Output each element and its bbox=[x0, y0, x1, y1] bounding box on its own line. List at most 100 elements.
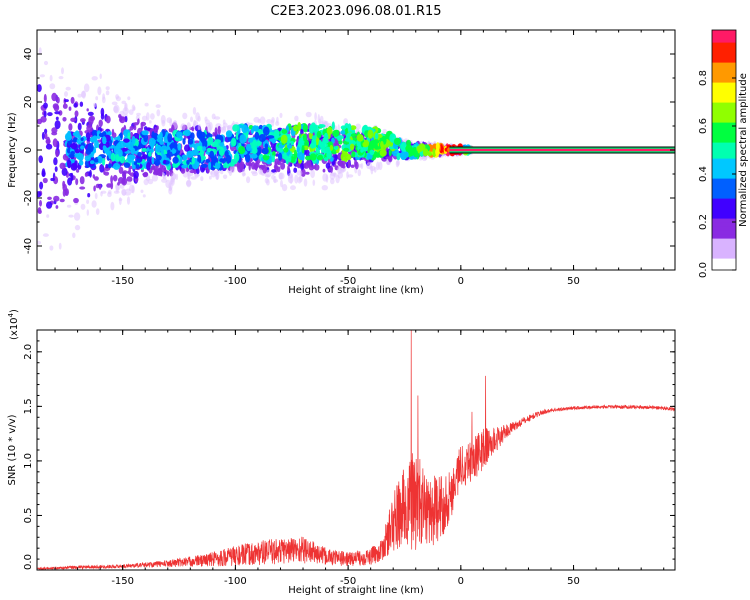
spectrogram-cell bbox=[162, 172, 166, 179]
spectrogram-cell bbox=[70, 117, 77, 123]
spectrogram-cell bbox=[77, 93, 82, 98]
spectrogram-cell bbox=[278, 152, 283, 161]
spectrogram-cell bbox=[42, 177, 48, 184]
snr-series-line bbox=[37, 330, 675, 570]
spectrogram-cell bbox=[228, 162, 235, 167]
spectrogram-cell bbox=[381, 144, 387, 151]
spectrogram-cell bbox=[331, 137, 335, 144]
spectrogram-cell bbox=[127, 170, 130, 174]
spectrogram-cell bbox=[279, 147, 284, 153]
spectrogram-cell bbox=[367, 129, 374, 139]
snr-y-label: SNR (10 * v/v) bbox=[7, 414, 18, 485]
spectrogram-cell bbox=[283, 147, 289, 153]
spectrogram-cell bbox=[274, 158, 281, 165]
colorbar-cell bbox=[712, 98, 736, 103]
spectrogram-cell bbox=[112, 174, 118, 182]
colorbar-cell bbox=[712, 166, 736, 171]
spectrogram-cell bbox=[290, 173, 293, 179]
spectrogram-cell bbox=[137, 118, 140, 124]
snr-multiplier: (x104) bbox=[7, 309, 20, 340]
colorbar-cell bbox=[712, 158, 736, 163]
spectrogram-cell bbox=[118, 114, 122, 119]
spectrogram-cell bbox=[64, 189, 68, 196]
spectrogram-cell bbox=[74, 110, 79, 117]
spectrogram-cell bbox=[197, 124, 201, 131]
spectrogram-cell bbox=[117, 135, 121, 141]
spectrogram-cell bbox=[312, 179, 316, 186]
spectrogram-cell bbox=[209, 150, 215, 159]
spectrogram-cell bbox=[262, 164, 268, 174]
spectrogram-cell bbox=[46, 214, 50, 218]
snr-x-label: Height of straight line (km) bbox=[288, 585, 424, 596]
spectrogram-cell bbox=[105, 115, 111, 124]
spectrogram-cell bbox=[66, 204, 72, 208]
spectrogram-cell bbox=[314, 112, 317, 121]
spectrogram-cell bbox=[334, 154, 338, 159]
spectrogram-cell bbox=[212, 132, 216, 137]
spectrogram-cell bbox=[189, 169, 196, 174]
spectrogram-cell bbox=[435, 142, 440, 151]
colorbar-cell bbox=[712, 130, 736, 135]
spectrogram-cell bbox=[153, 165, 157, 173]
spectrogram-cell bbox=[229, 165, 236, 173]
spectrogram-cell bbox=[121, 177, 128, 186]
spectrogram-cell bbox=[253, 163, 259, 170]
spectrogram-cell bbox=[126, 196, 131, 205]
spectrogram-cell bbox=[248, 137, 254, 143]
spectrogram-cell bbox=[194, 173, 200, 177]
spectrogram-cell bbox=[354, 161, 359, 170]
y-tick-label: 1.5 bbox=[23, 398, 34, 414]
spectrogram-cell bbox=[131, 185, 135, 194]
spectrogram-cell bbox=[252, 139, 258, 149]
spectrogram-cell bbox=[287, 144, 293, 149]
spectrogram-cell bbox=[146, 112, 150, 121]
spectrogram-cell bbox=[41, 170, 46, 177]
spectrogram-cell bbox=[238, 146, 246, 155]
y-tick-label: 1.0 bbox=[23, 453, 34, 469]
spectrogram-cell bbox=[293, 125, 298, 132]
spectrogram-cell bbox=[92, 174, 96, 179]
spectrogram-cell bbox=[224, 150, 229, 157]
spectrogram-cell bbox=[300, 162, 304, 171]
spectrogram-cell bbox=[43, 93, 47, 103]
spectrogram-cell bbox=[349, 143, 355, 150]
spectrogram-cell bbox=[47, 112, 53, 117]
spectrogram-cell bbox=[220, 127, 225, 131]
spectrogram-cell bbox=[155, 154, 162, 161]
spectrogram-cell bbox=[38, 47, 42, 55]
spectrogram-cell bbox=[119, 116, 126, 124]
snr-x-ticks: -150 -100 -50 0 50 bbox=[54, 330, 665, 587]
spectrogram-cell bbox=[170, 179, 174, 185]
colorbar-cell bbox=[712, 138, 736, 143]
spectrogram-cell bbox=[254, 131, 260, 140]
spectrogram-cell bbox=[118, 197, 122, 206]
y-tick-label: -40 bbox=[23, 238, 34, 254]
spectrogram-cell bbox=[167, 149, 171, 154]
y-tick-label: 2.0 bbox=[23, 344, 34, 360]
spectrogram-cell bbox=[105, 164, 109, 169]
colorbar-tick-label: 0.0 bbox=[698, 262, 709, 278]
spectrogram-cell bbox=[37, 240, 41, 245]
colorbar-cell bbox=[712, 30, 736, 35]
spectrogram-cell bbox=[281, 184, 288, 192]
spectrogram-cell bbox=[379, 149, 387, 157]
spectrogram-cell bbox=[49, 74, 53, 82]
spectrogram-cell bbox=[340, 130, 346, 135]
spectrogram-cell bbox=[140, 121, 147, 127]
colorbar-cell bbox=[712, 234, 736, 239]
spectrogram-cell bbox=[140, 189, 144, 193]
spectrogram-cell bbox=[214, 162, 219, 170]
spectrogram-cell bbox=[416, 145, 424, 153]
spectrogram-cell bbox=[84, 155, 91, 162]
colorbar-cell bbox=[712, 226, 736, 231]
snr-multiplier-close: ) bbox=[9, 309, 20, 313]
spectrogram-cell bbox=[319, 115, 324, 123]
spectrogram-cell bbox=[159, 140, 164, 146]
spectrogram-cell bbox=[331, 121, 335, 131]
spectrogram-cell bbox=[85, 132, 91, 140]
spectrogram-cell bbox=[182, 112, 188, 120]
spectrogram-cell bbox=[127, 132, 131, 141]
spectrogram-cell bbox=[250, 153, 258, 159]
x-tick-label: 50 bbox=[567, 576, 580, 587]
spectrogram-cell bbox=[161, 119, 166, 127]
